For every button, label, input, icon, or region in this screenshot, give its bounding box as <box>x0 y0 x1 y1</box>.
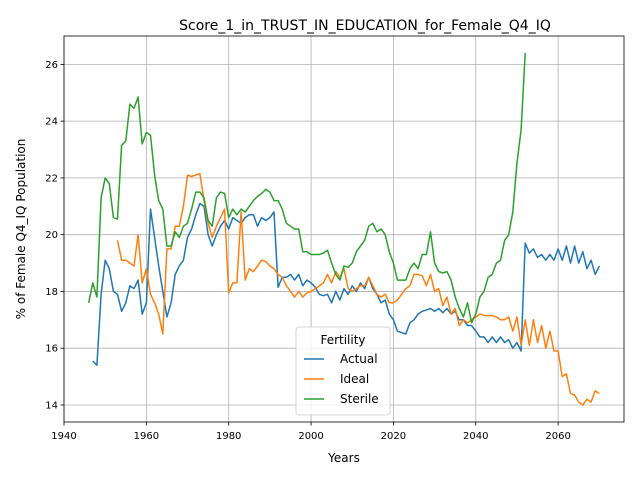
x-tick-label: 1940 <box>51 431 76 442</box>
x-tick-label: 2020 <box>381 431 406 442</box>
legend-title: Fertility <box>320 333 365 347</box>
y-axis-label: % of Female Q4_IQ Population <box>14 139 28 320</box>
x-tick-label: 1960 <box>134 431 159 442</box>
y-tick-label: 24 <box>45 117 58 128</box>
y-tick-label: 20 <box>45 230 58 241</box>
plot-frame <box>63 35 625 423</box>
x-tick-label: 2000 <box>298 431 323 442</box>
legend-box <box>295 326 391 416</box>
series-layer <box>87 52 600 406</box>
y-tick-label: 16 <box>45 344 58 355</box>
legend: Fertility Actual Ideal Sterile <box>295 326 391 416</box>
y-axis: 14 16 18 20 22 24 26 <box>45 60 64 411</box>
x-tick-label: 1980 <box>216 431 241 442</box>
y-tick-label: 14 <box>45 400 58 411</box>
y-tick-label: 22 <box>45 173 58 184</box>
y-tick-label: 26 <box>45 60 58 71</box>
series-line-sterile <box>87 52 526 324</box>
series-line-actual <box>92 202 600 366</box>
x-axis: 1940 1960 1980 2000 2020 2040 2060 <box>51 422 571 442</box>
series-line-ideal <box>116 172 600 406</box>
chart-title: Score_1_in_TRUST_IN_EDUCATION_for_Female… <box>179 18 551 34</box>
y-tick-label: 18 <box>45 287 58 298</box>
x-tick-label: 2060 <box>545 431 570 442</box>
legend-label-actual: Actual <box>340 352 378 366</box>
x-axis-label: Years <box>327 451 360 465</box>
x-tick-label: 2040 <box>463 431 488 442</box>
legend-items: Actual Ideal Sterile <box>304 352 379 406</box>
legend-label-ideal: Ideal <box>340 372 369 386</box>
legend-label-sterile: Sterile <box>340 392 379 406</box>
